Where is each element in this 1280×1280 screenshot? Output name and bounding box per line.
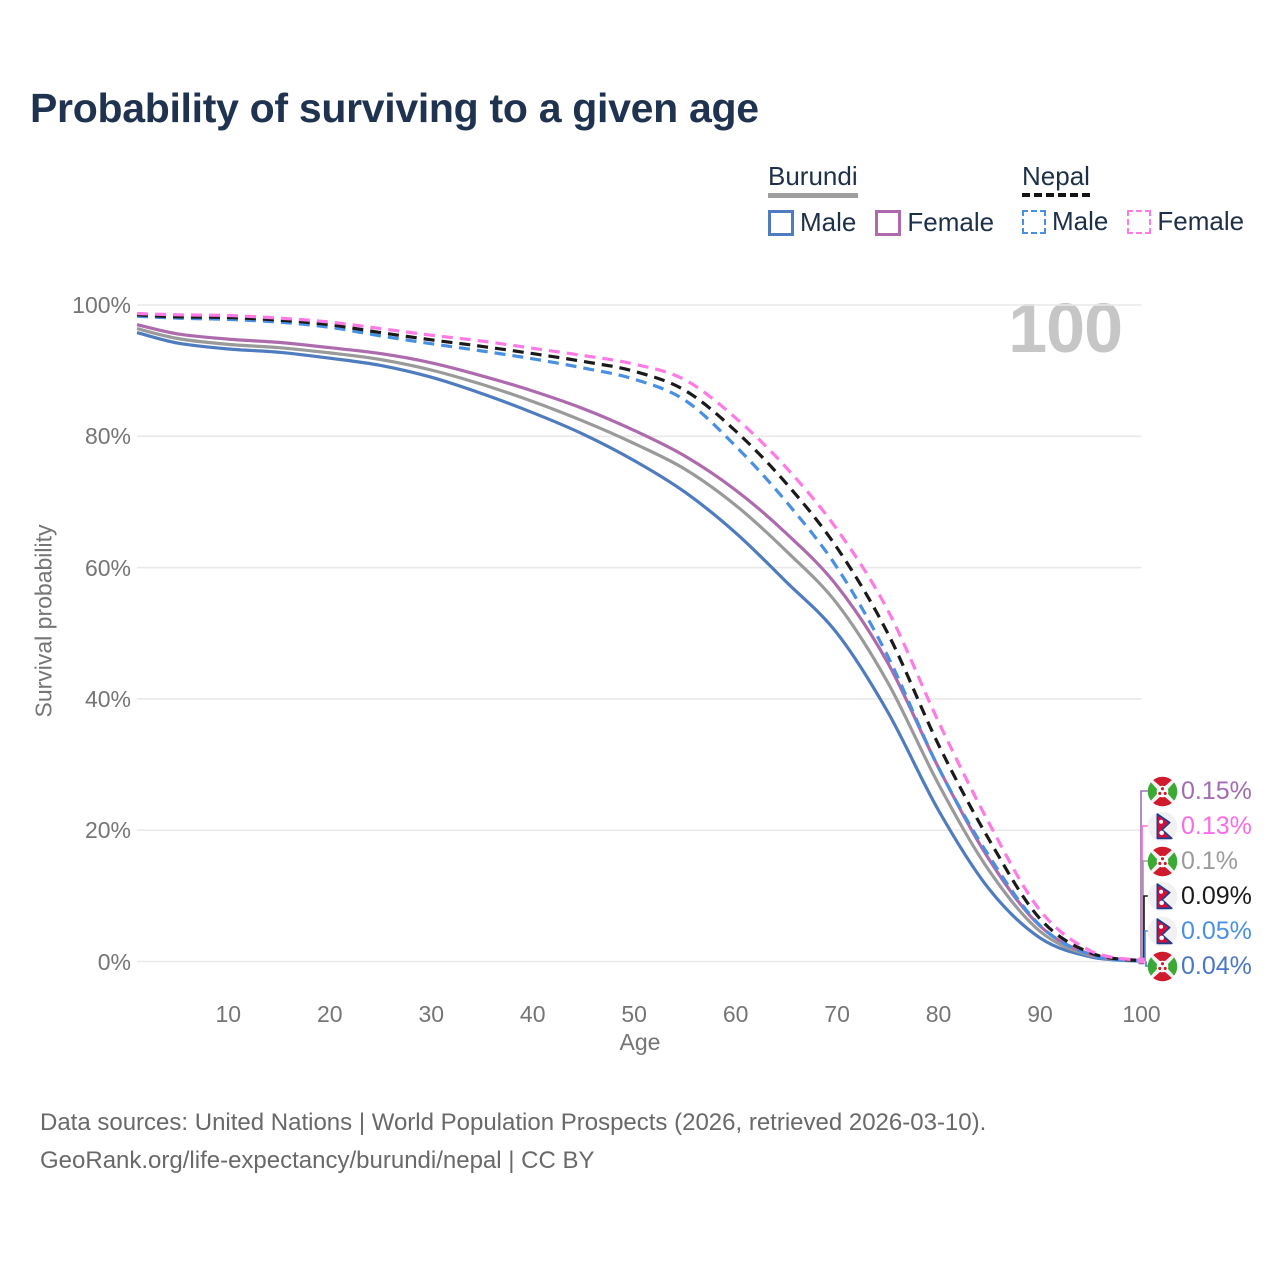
nepal-flag-icon <box>1147 881 1178 911</box>
series-line-nepal-male[interactable] <box>136 314 1142 963</box>
end-label-nepal: 0.09% <box>1147 879 1252 913</box>
x-tick-label: 50 <box>621 1001 647 1027</box>
end-label-connector <box>1140 790 1148 961</box>
end-label-connector <box>1141 825 1148 961</box>
footer: Data sources: United Nations | World Pop… <box>40 1104 986 1180</box>
x-tick-label: 40 <box>519 1001 546 1027</box>
legend-swatch <box>1127 209 1152 234</box>
end-label-value: 0.04% <box>1181 951 1252 980</box>
x-tick-label: 80 <box>925 1001 952 1027</box>
legend-country-label: Burundi <box>768 162 858 199</box>
end-label-nepal-male: 0.05% <box>1147 914 1252 948</box>
x-tick-label: 60 <box>722 1001 749 1027</box>
legend-item-label: Female <box>907 207 995 238</box>
legend-swatch <box>768 209 794 236</box>
x-tick-label: 70 <box>824 1001 850 1027</box>
legend-item-label: Male <box>1052 206 1109 237</box>
legend-item-label: Male <box>800 207 857 238</box>
end-label-connector <box>1145 961 1148 967</box>
series-endpoint-marker <box>1138 957 1145 964</box>
x-tick-label: 100 <box>1122 1001 1161 1027</box>
legend-swatch <box>875 209 902 236</box>
series-line-nepal[interactable] <box>136 313 1142 963</box>
nepal-flag-icon <box>1147 811 1178 841</box>
x-tick-label: 90 <box>1027 1001 1053 1027</box>
legend-item-burundi-male[interactable]: Male <box>768 207 856 238</box>
end-label-burundi: 0.1% <box>1147 844 1238 878</box>
end-label-value: 0.15% <box>1181 776 1252 805</box>
series-line-nepal-female[interactable] <box>136 311 1142 963</box>
footer-data-sources: Data sources: United Nations | World Pop… <box>40 1109 987 1136</box>
nepal-flag-icon <box>1147 916 1178 946</box>
series-line-burundi-male[interactable] <box>136 331 1142 963</box>
y-tick-label: 60% <box>84 554 131 581</box>
y-tick-label: 0% <box>97 948 131 975</box>
legend-item-nepal-female[interactable]: Female <box>1127 206 1244 237</box>
burundi-flag-icon <box>1147 776 1178 806</box>
end-label-connector <box>1143 895 1148 961</box>
burundi-flag-icon <box>1147 846 1178 876</box>
x-tick-label: 10 <box>215 1001 242 1027</box>
end-label-burundi-female: 0.15% <box>1147 774 1252 808</box>
page-title: Probability of surviving to a given age <box>30 85 759 131</box>
y-tick-label: 20% <box>84 817 131 844</box>
x-tick-label: 20 <box>316 1001 343 1027</box>
end-label-connector <box>1142 860 1148 961</box>
y-tick-label: 80% <box>84 423 131 450</box>
legend-item-nepal-male[interactable]: Male <box>1022 206 1108 237</box>
x-tick-label: 30 <box>418 1001 445 1027</box>
end-label-nepal-female: 0.13% <box>1147 809 1252 843</box>
legend-group-burundi: Burundi Male Female <box>768 162 994 238</box>
y-tick-label: 100% <box>72 292 131 318</box>
legend-group-nepal: Nepal Male Female <box>1022 162 1244 237</box>
footer-attribution: GeoRank.org/life-expectancy/burundi/nepa… <box>40 1147 595 1174</box>
series-line-burundi-female[interactable] <box>136 323 1142 963</box>
burundi-flag-icon <box>1147 951 1178 981</box>
legend-item-burundi-female[interactable]: Female <box>875 207 994 238</box>
series-line-burundi[interactable] <box>136 327 1142 963</box>
end-label-value: 0.13% <box>1181 811 1252 840</box>
end-label-connector <box>1144 930 1148 962</box>
end-label-value: 0.09% <box>1181 881 1252 910</box>
end-label-value: 0.05% <box>1181 916 1252 945</box>
y-tick-label: 40% <box>84 685 131 712</box>
end-label-burundi-male: 0.04% <box>1147 949 1252 983</box>
legend-country-label: Nepal <box>1022 162 1090 198</box>
x-axis-title: Age <box>619 1029 661 1055</box>
legend-item-label: Female <box>1157 206 1245 237</box>
end-label-value: 0.1% <box>1181 846 1238 875</box>
legend-swatch <box>1022 209 1046 234</box>
